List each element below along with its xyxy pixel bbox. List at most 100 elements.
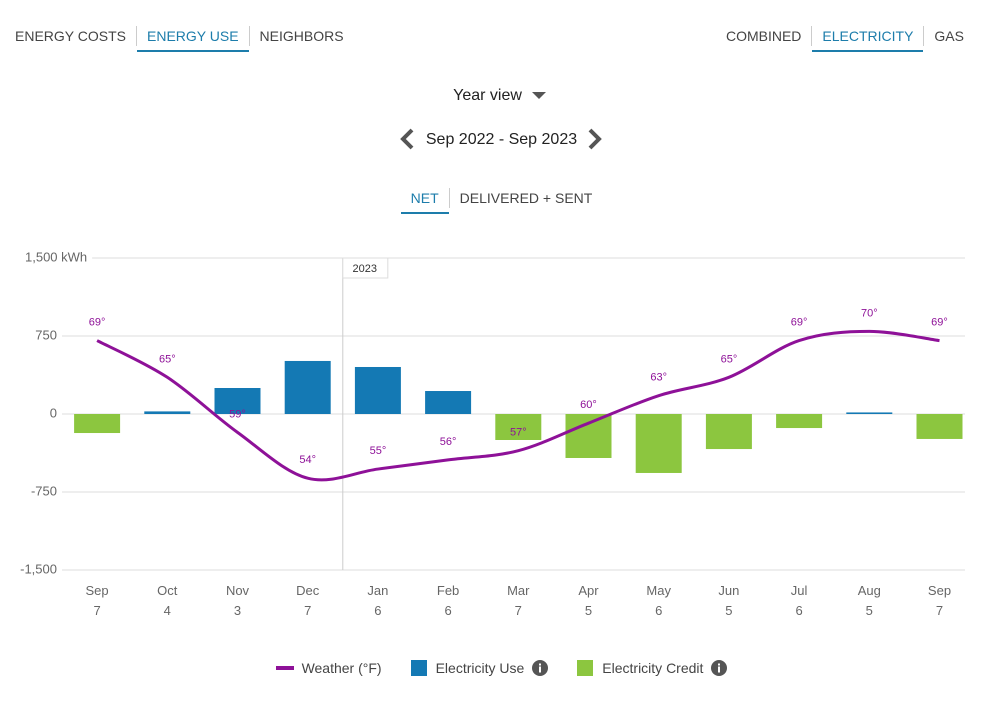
info-icon[interactable]	[532, 660, 549, 676]
energy-tabs: ENERGY COSTS ENERGY USE NEIGHBORS	[5, 26, 354, 52]
x-tick-sublabel: 5	[866, 603, 873, 618]
bar	[705, 414, 752, 450]
x-tick-label: Sep	[928, 583, 951, 598]
x-tick-sublabel: 7	[304, 603, 311, 618]
x-tick-sublabel: 7	[515, 603, 522, 618]
bar	[635, 414, 682, 473]
bar	[846, 412, 893, 414]
tab[interactable]: COMBINED	[725, 28, 802, 44]
x-tick-sublabel: 6	[444, 603, 451, 618]
info-stem	[718, 666, 721, 673]
weather-label: 63°	[650, 372, 667, 384]
x-tick-label: Nov	[226, 583, 250, 598]
x-tick-sublabel: 4	[164, 603, 171, 618]
legend-swatch	[275, 666, 294, 670]
bar	[776, 414, 823, 429]
bar	[916, 414, 963, 439]
y-tick-label: 0	[50, 405, 57, 420]
x-tick-label: Jul	[791, 583, 808, 598]
x-tick-label: Dec	[296, 583, 320, 598]
legend-item: Electricity Credit	[576, 660, 728, 676]
tab[interactable]: ENERGY COSTS	[15, 28, 126, 44]
weather-label: 69°	[931, 317, 948, 329]
weather-label: 70°	[861, 307, 878, 319]
legend-label: Weather (°F)	[301, 660, 382, 676]
tab[interactable]: GAS	[934, 28, 964, 44]
y-tick-label: -1,500	[20, 561, 57, 576]
weather-label: 65°	[159, 353, 176, 365]
tab-separator	[248, 26, 250, 46]
x-tick-sublabel: 5	[725, 603, 732, 618]
dropdown-arrow[interactable]	[530, 90, 550, 102]
weather-label: 56°	[440, 436, 457, 448]
y-tick-label: -750	[31, 483, 57, 498]
x-tick-label: Sep	[86, 583, 109, 598]
x-tick-sublabel: 7	[936, 603, 943, 618]
mode-tabs: NET DELIVERED + SENT	[0, 188, 1003, 214]
tab-separator	[136, 26, 137, 46]
legend-swatch	[410, 660, 427, 676]
legend-square	[410, 660, 427, 676]
tab-separator	[923, 26, 925, 46]
bar	[425, 391, 472, 414]
info-dot	[539, 663, 542, 666]
weather-label: 69°	[89, 317, 106, 329]
weather-label: 60°	[580, 399, 597, 411]
weather-label: 57°	[510, 427, 527, 439]
weather-line	[96, 329, 940, 482]
x-tick-sublabel: 7	[93, 603, 100, 618]
prev-button[interactable]	[396, 128, 420, 152]
view-selector[interactable]: Year view	[0, 87, 1003, 105]
bar	[495, 414, 542, 440]
chart: 1,500 kWh 750 0 -750 -1,500 2023 Sep 7 Oct 4 Nov 3 D…	[20, 249, 965, 618]
x-tick-sublabel: 6	[655, 603, 662, 618]
x-tick-label: Feb	[437, 583, 459, 598]
x-tick-label: Oct	[157, 583, 178, 598]
legend-label: Electricity Credit	[602, 660, 704, 676]
date-range: Sep 2022 - Sep 2023	[425, 131, 578, 148]
tab[interactable]: ELECTRICITY	[812, 28, 924, 52]
legend-square	[577, 660, 594, 676]
tab-separator	[811, 26, 813, 46]
x-tick-sublabel: 6	[374, 603, 381, 618]
info-stem	[539, 666, 542, 673]
x-tick-sublabel: 6	[795, 603, 802, 618]
x-tick-label: Aug	[858, 583, 881, 598]
legend-swatch	[577, 660, 594, 676]
bar	[74, 414, 121, 434]
x-tick-label: Jun	[718, 583, 739, 598]
bar	[284, 360, 331, 414]
tab[interactable]: DELIVERED + SENT	[459, 190, 593, 206]
next-button[interactable]	[583, 128, 607, 152]
bar	[354, 366, 401, 414]
x-tick-sublabel: 5	[585, 603, 592, 618]
view-label[interactable]: Year view	[453, 87, 522, 104]
date-navigator: Sep 2022 - Sep 2023	[0, 128, 1003, 152]
fuel-tabs: COMBINED ELECTRICITY GAS	[716, 26, 974, 52]
x-tick-label: May	[646, 583, 671, 598]
tab[interactable]: NEIGHBORS	[259, 28, 344, 44]
legend-item: Electricity Use	[410, 660, 549, 676]
weather-label: 69°	[791, 317, 808, 329]
y-tick-label: 750	[35, 327, 57, 342]
bar	[214, 388, 261, 414]
tab[interactable]: NET	[400, 190, 449, 214]
x-tick-label: Apr	[578, 583, 599, 598]
tab-separator	[448, 188, 450, 208]
bar	[144, 411, 191, 414]
bar	[565, 414, 612, 458]
x-tick-label: Jan	[367, 583, 388, 598]
weather-label: 54°	[299, 454, 316, 466]
year-marker-label: 2023	[353, 263, 377, 275]
x-tick-label: Mar	[507, 583, 530, 598]
weather-label: 59°	[229, 408, 246, 420]
legend: Weather (°F) Electricity Use Electricity C…	[0, 660, 1003, 676]
y-tick-label: 1,500 kWh	[25, 249, 87, 264]
weather-label: 65°	[721, 353, 738, 365]
weather-label: 55°	[370, 445, 387, 457]
info-dot	[718, 663, 721, 666]
year-marker-box	[342, 257, 389, 279]
info-icon[interactable]	[711, 660, 728, 676]
tab[interactable]: ENERGY USE	[137, 28, 249, 52]
